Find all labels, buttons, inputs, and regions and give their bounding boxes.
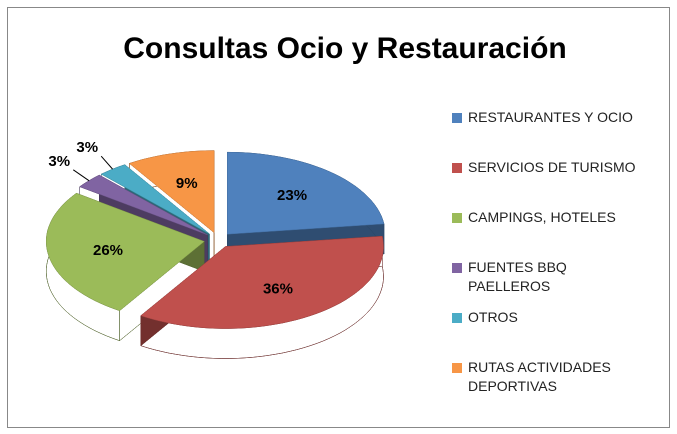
chart-title: Consultas Ocio y Restauración [123, 32, 566, 65]
slice-top [227, 151, 385, 235]
slice-top [46, 192, 205, 311]
legend-item: RUTAS ACTIVIDADES DEPORTIVAS [452, 355, 652, 405]
legend-swatch [452, 113, 462, 123]
legend-item: CAMPINGS, HOTELES [452, 205, 652, 255]
legend-label: RESTAURANTES Y OCIO [468, 109, 633, 125]
legend-label: CAMPINGS, HOTELES [468, 209, 616, 225]
data-label: 26% [93, 242, 123, 259]
data-label: 3% [76, 139, 98, 156]
legend-swatch [452, 313, 462, 323]
legend-swatch [452, 213, 462, 223]
data-label: 36% [263, 280, 293, 297]
legend-item: FUENTES BBQ PAELLEROS [452, 255, 652, 305]
leader-line [100, 155, 113, 170]
data-label: 23% [277, 187, 307, 204]
slice-top [79, 174, 208, 236]
slice-top [128, 150, 215, 234]
legend-swatch [452, 363, 462, 373]
slice-top [140, 235, 384, 329]
legend-item: OTROS [452, 305, 652, 355]
data-label: 3% [48, 153, 70, 170]
legend-swatch [452, 163, 462, 173]
legend-item: RESTAURANTES Y OCIO [452, 105, 652, 155]
data-label: 9% [176, 175, 198, 192]
slice [140, 235, 384, 359]
legend-label: RUTAS ACTIVIDADES DEPORTIVAS [468, 359, 611, 394]
pie: 23% 36% 26% 3% 3% 9% [46, 139, 385, 359]
slice [46, 192, 205, 342]
legend-label: SERVICIOS DE TURISMO [468, 159, 636, 175]
leader-line [72, 169, 90, 182]
legend-label: FUENTES BBQ PAELLEROS [468, 259, 567, 294]
legend-swatch [452, 263, 462, 273]
slice [227, 151, 385, 265]
slice [128, 150, 215, 264]
legend-label: OTROS [468, 309, 518, 325]
legend: RESTAURANTES Y OCIO SERVICIOS DE TURISMO C… [452, 105, 652, 405]
legend-item: SERVICIOS DE TURISMO [452, 155, 652, 205]
